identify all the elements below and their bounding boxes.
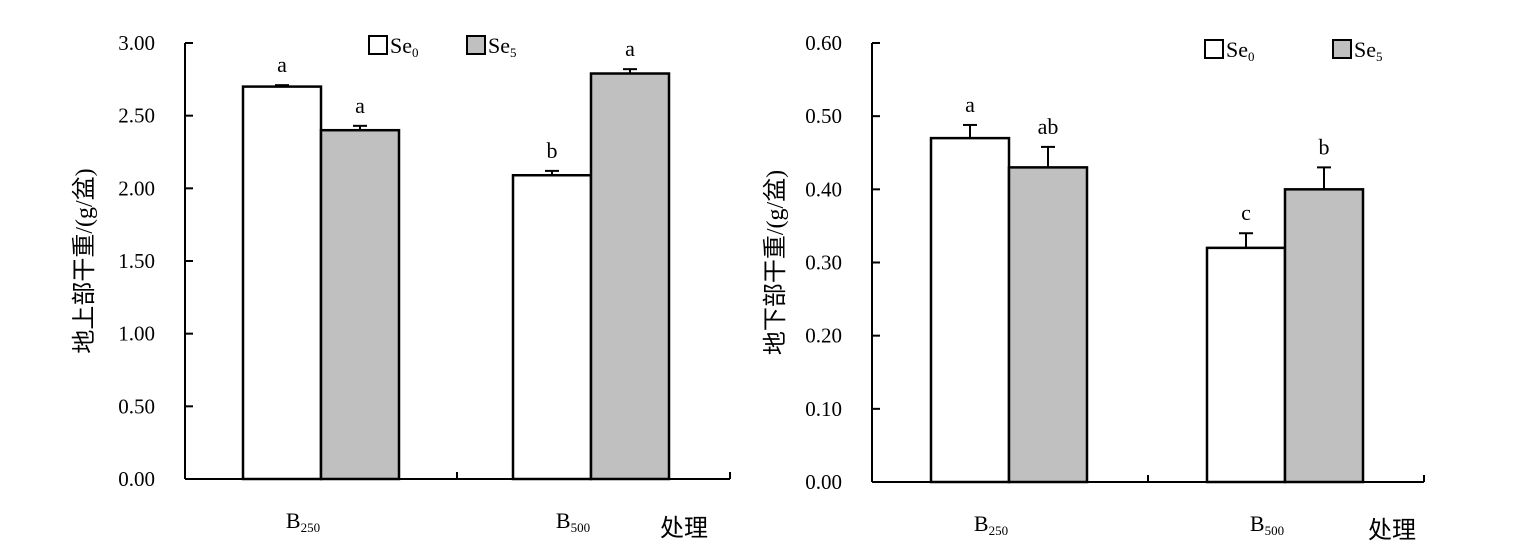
- y-tick-label: 0.50: [118, 394, 155, 418]
- category-label-b250: B250: [974, 511, 1008, 538]
- bar-se0-b500: [1205, 246, 1287, 484]
- y-tick-label: 0.60: [805, 31, 842, 55]
- y-tick-label: 1.00: [118, 322, 155, 346]
- legend-label-se5: Se5: [488, 33, 517, 60]
- significance-letter: c: [1241, 200, 1251, 225]
- significance-letter: a: [355, 93, 365, 118]
- y-tick-label: 3.00: [118, 31, 155, 55]
- y-tick-label: 0.10: [805, 397, 842, 421]
- y-axis-title: 地下部干重/(g/盆): [762, 170, 789, 355]
- legend-label-se0: Se0: [1226, 37, 1255, 64]
- chart-2: 0.00 0.10 0.20 0.30 0.40 0.50 0.60 地下部干重/(g/盆) 处…: [762, 31, 1425, 544]
- significance-letter: a: [625, 36, 635, 61]
- bar-se5-b250: [319, 128, 401, 481]
- bar-se0-b250: [929, 136, 1011, 484]
- y-tick-label: 0.00: [118, 467, 155, 491]
- category-label-b500: B500: [1250, 511, 1284, 538]
- y-tick-label: 2.50: [118, 104, 155, 128]
- category-label-b500: B500: [556, 508, 590, 535]
- bar-se0-b500: [511, 174, 593, 481]
- y-tick-label: 0.20: [805, 324, 842, 348]
- y-tick-label: 0.40: [805, 177, 842, 201]
- y-tick-label: 1.50: [118, 249, 155, 273]
- legend-label-se5: Se5: [1354, 37, 1383, 64]
- legend-swatch-se0: [1204, 39, 1224, 59]
- significance-letter: ab: [1038, 114, 1059, 139]
- bar-se5-b500: [589, 72, 671, 481]
- y-axis-title: 地上部干重/(g/盆): [71, 168, 98, 353]
- y-tick-label: 0.50: [805, 104, 842, 128]
- legend-label-se0: Se0: [390, 33, 419, 60]
- significance-letter: b: [547, 138, 558, 163]
- significance-letter: a: [965, 92, 975, 117]
- legend-swatch-se0: [368, 35, 388, 55]
- y-tick-label: 0.30: [805, 251, 842, 275]
- bar-se0-b250: [241, 85, 323, 481]
- bar-se5-b250: [1007, 166, 1089, 484]
- y-tick-label: 0.00: [805, 470, 842, 494]
- significance-letter: a: [277, 52, 287, 77]
- significance-letter: b: [1319, 134, 1330, 159]
- legend-swatch-se5: [1332, 39, 1352, 59]
- x-axis-title: 处理: [660, 515, 708, 542]
- legend-swatch-se5: [466, 35, 486, 55]
- y-tick-label: 2.00: [118, 176, 155, 200]
- x-axis-title: 处理: [1368, 517, 1416, 544]
- chart-1: 0.00 0.50 1.00 1.50 2.00 2.50 3.00 地上部干重/(g/盆) 处…: [71, 31, 731, 542]
- bar-se5-b500: [1283, 188, 1365, 484]
- category-label-b250: B250: [286, 508, 320, 535]
